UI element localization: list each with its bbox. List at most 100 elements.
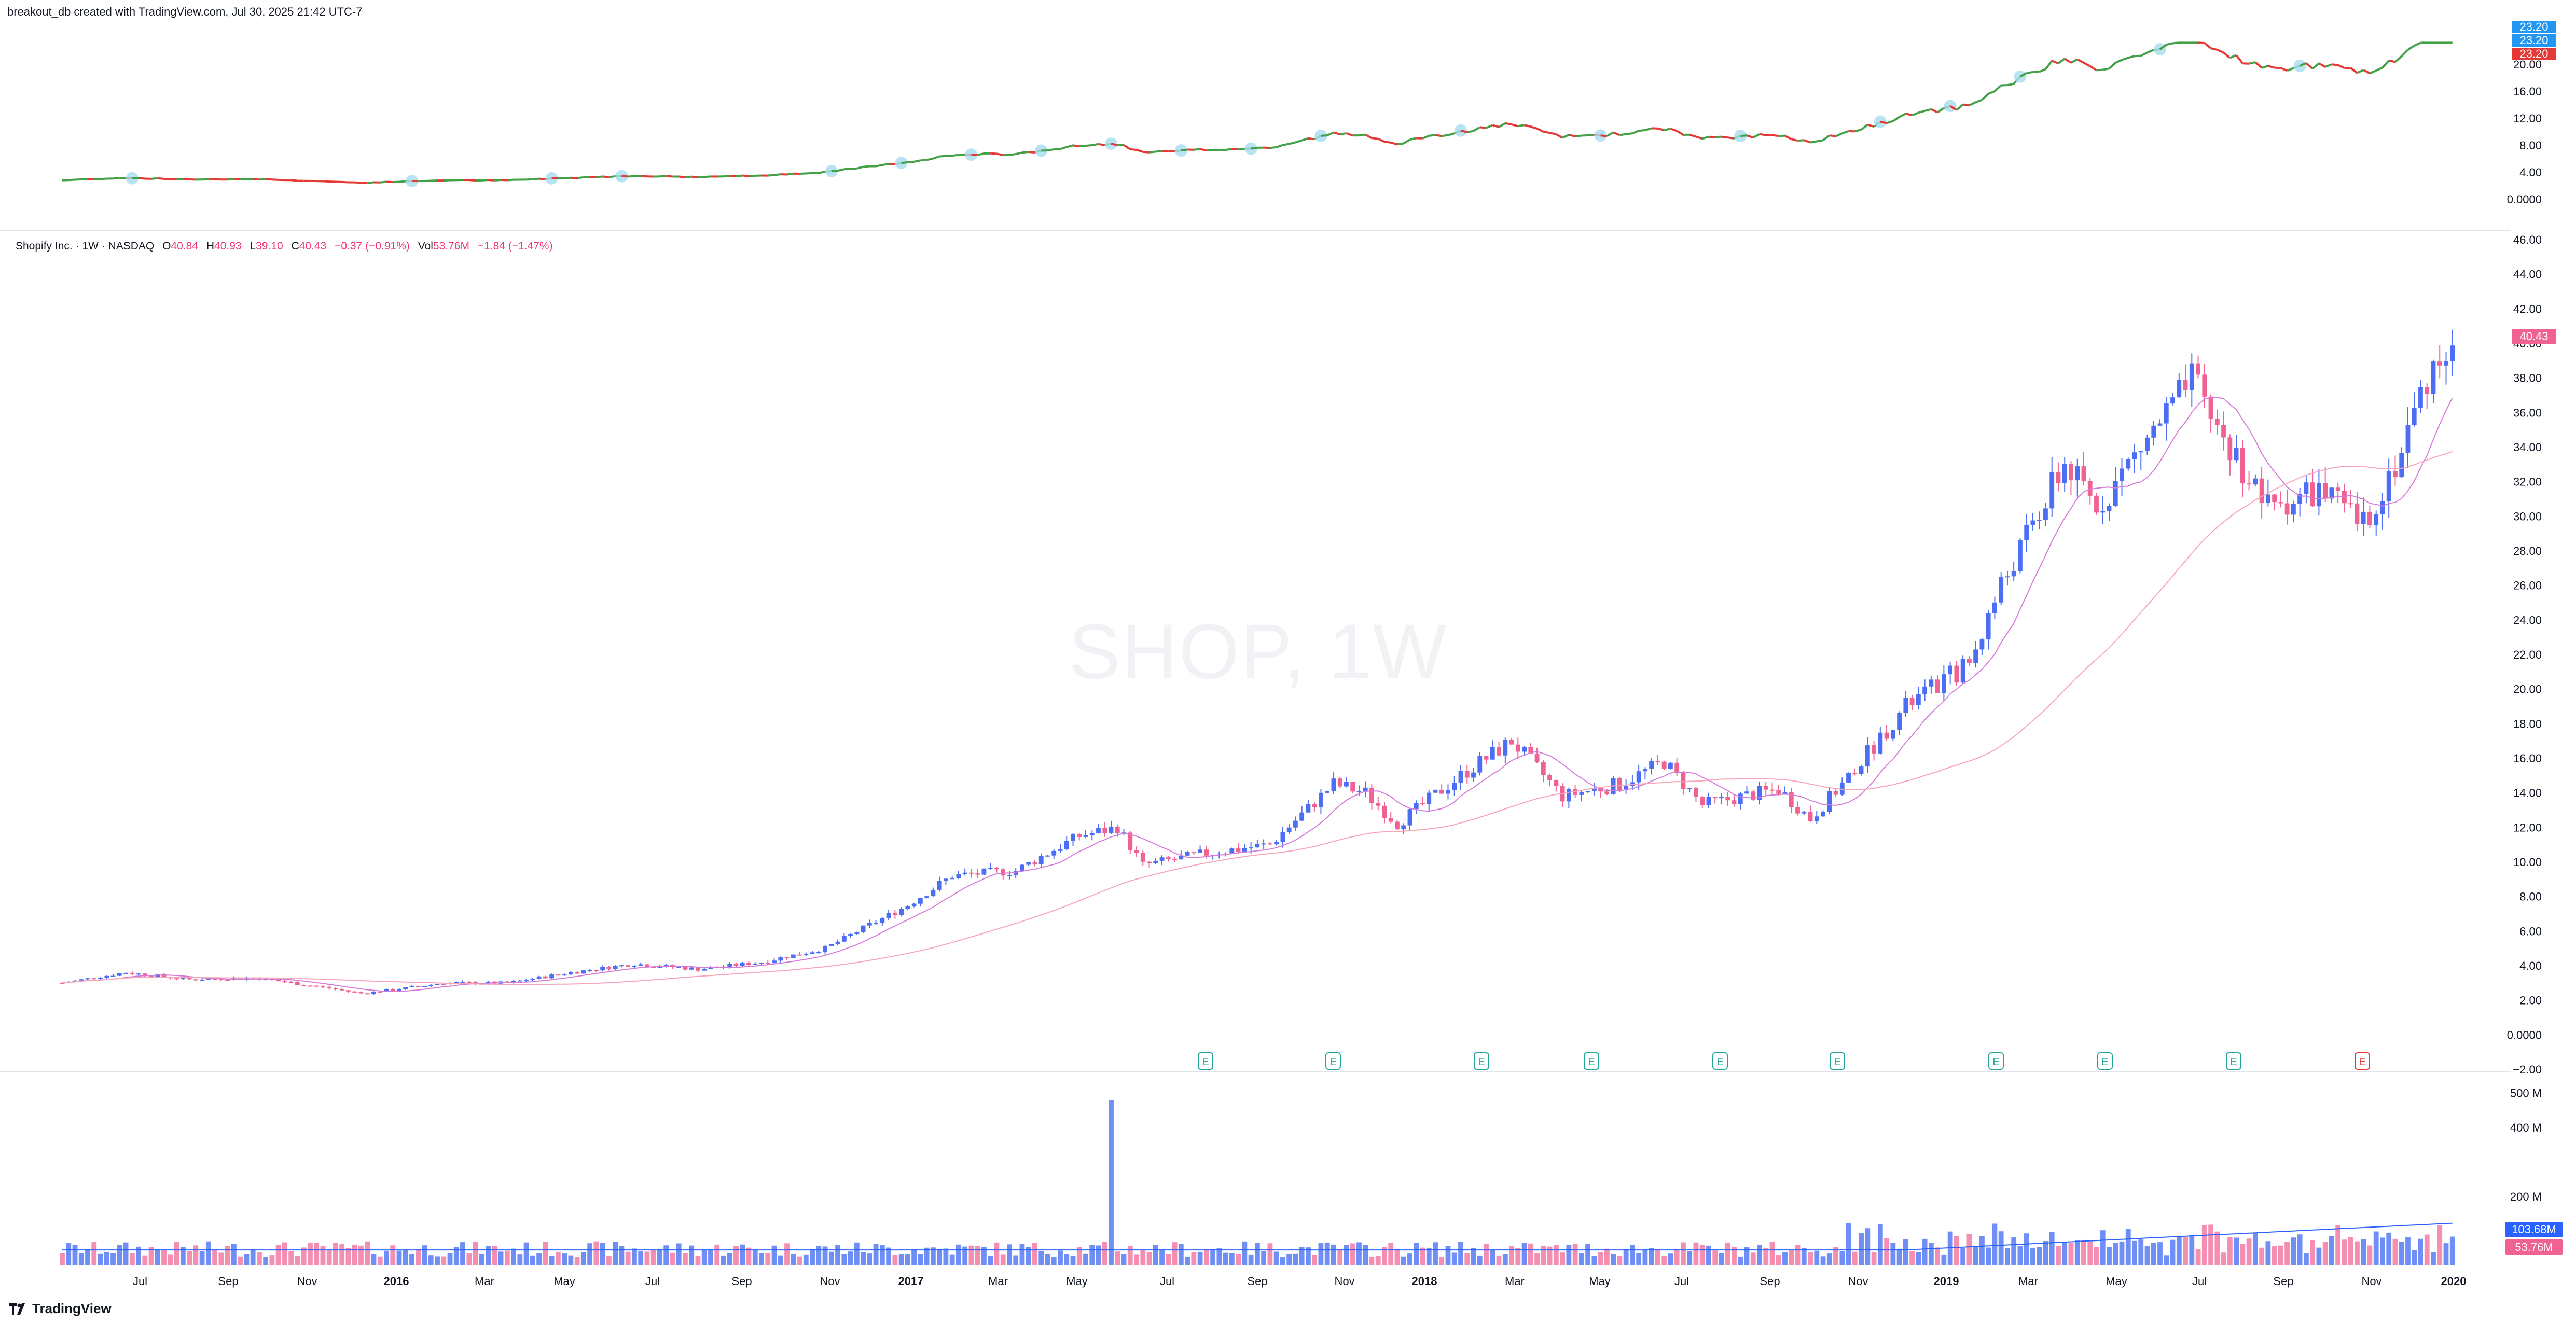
volume-bar <box>371 1254 377 1265</box>
indicator-segment <box>2261 65 2268 69</box>
volume-ma-line <box>62 1222 2453 1251</box>
indicator-segment <box>1626 132 1633 135</box>
candle-body <box>1763 786 1768 790</box>
volume-bar <box>384 1250 389 1265</box>
volume-bar <box>1820 1256 1826 1265</box>
indicator-axis-tick: 16.00 <box>2513 85 2542 98</box>
indicator-segment <box>933 155 940 160</box>
legend-high: 40.93 <box>214 240 242 252</box>
pane-separator-volume[interactable] <box>0 1071 2511 1072</box>
indicator-segment <box>1091 143 1099 146</box>
indicator-segment <box>1365 133 1373 140</box>
volume-bar <box>873 1244 879 1265</box>
candle-body <box>861 925 866 932</box>
volume-bar <box>1928 1243 1934 1265</box>
indicator-segment <box>1333 131 1340 135</box>
indicator-segment <box>774 173 781 176</box>
candle-body <box>746 963 751 965</box>
price-axis-tick: 46.00 <box>2513 233 2542 246</box>
indicator-segment <box>1015 151 1022 155</box>
volume-bar <box>1166 1254 1171 1265</box>
candle-body <box>2240 448 2245 484</box>
indicator-segment <box>526 178 533 181</box>
indicator-segment <box>1225 147 1232 151</box>
earnings-marker <box>1712 1052 1728 1070</box>
volume-bar <box>1286 1254 1292 1265</box>
candle-body <box>2056 472 2061 483</box>
candle-body <box>2450 345 2455 361</box>
volume-bar <box>1484 1244 1489 1265</box>
volume-bar <box>1394 1249 1400 1265</box>
candle-body <box>1255 844 1260 848</box>
volume-bar <box>848 1251 853 1265</box>
candle-body <box>905 906 910 909</box>
price-axis-tick: 30.00 <box>2513 510 2542 523</box>
indicator-segment <box>1009 153 1016 156</box>
volume-bar <box>1280 1257 1285 1265</box>
candle-body <box>772 960 777 963</box>
candle-body <box>2113 481 2118 506</box>
volume-bar <box>1757 1245 1762 1265</box>
indicator-segment <box>704 175 711 178</box>
candle-body <box>733 964 739 966</box>
price-axis-tick: 6.00 <box>2519 925 2542 938</box>
candle-body <box>98 978 103 979</box>
volume-bar <box>1884 1238 1889 1265</box>
candle-body <box>2202 374 2207 397</box>
volume-bar <box>1521 1243 1527 1265</box>
candle-body <box>638 964 643 966</box>
volume-bar <box>187 1251 192 1265</box>
indicator-segment <box>1880 120 1887 124</box>
candle-body <box>1032 861 1037 864</box>
volume-bar <box>123 1242 129 1265</box>
volume-bar <box>937 1249 943 1265</box>
volume-bar <box>1439 1256 1445 1265</box>
legend-open: 40.84 <box>171 240 198 252</box>
candle-body <box>962 872 967 874</box>
candle-body <box>206 979 211 980</box>
time-axis-tick: 2019 <box>1934 1275 1959 1288</box>
indicator-segment <box>1613 131 1621 136</box>
indicator-segment <box>2305 62 2314 70</box>
volume-bar <box>1598 1252 1603 1265</box>
volume-bar <box>1363 1245 1368 1265</box>
candle-body <box>2374 514 2379 526</box>
symbol-legend[interactable]: Shopify Inc. · 1W · NASDAQ O40.84 H40.93… <box>16 240 553 253</box>
indicator-segment <box>2070 58 2078 64</box>
candle-body <box>950 878 955 880</box>
volume-bar <box>1826 1253 1832 1265</box>
candle-body <box>409 986 414 987</box>
legend-close-label: C <box>291 240 299 252</box>
price-axis-tick: 20.00 <box>2513 683 2542 696</box>
volume-bar <box>1273 1251 1279 1265</box>
volume-bar <box>632 1248 637 1265</box>
earnings-marker <box>1198 1052 1213 1070</box>
time-axis-tick: May <box>1589 1275 1611 1288</box>
volume-bar <box>1064 1254 1070 1265</box>
pane-separator-top[interactable] <box>0 230 2511 231</box>
volume-bar <box>1490 1249 1495 1265</box>
volume-bar <box>2316 1247 2322 1265</box>
tradingview-footer[interactable]: TradingView <box>9 1301 112 1317</box>
time-axis-tick: Sep <box>731 1275 752 1288</box>
indicator-segment <box>2414 41 2421 47</box>
indicator-segment <box>1422 134 1430 140</box>
candle-body <box>91 978 96 980</box>
candle-body <box>1852 773 1858 774</box>
volume-bar <box>295 1256 300 1265</box>
candle-body <box>104 975 109 978</box>
volume-bar <box>1261 1251 1267 1265</box>
volume-bar <box>1013 1255 1019 1265</box>
legend-symbol[interactable]: Shopify Inc. · 1W · NASDAQ <box>16 240 155 252</box>
candle-body <box>1909 698 1915 705</box>
candle-body <box>543 976 548 979</box>
candle-body <box>613 966 618 970</box>
indicator-segment <box>1276 144 1283 148</box>
indicator-segment <box>157 177 164 180</box>
candle-body <box>466 982 472 983</box>
candle-body <box>994 868 999 870</box>
indicator-segment <box>786 172 794 176</box>
volume-bar <box>1935 1247 1941 1265</box>
volume-bar <box>1998 1231 2004 1265</box>
